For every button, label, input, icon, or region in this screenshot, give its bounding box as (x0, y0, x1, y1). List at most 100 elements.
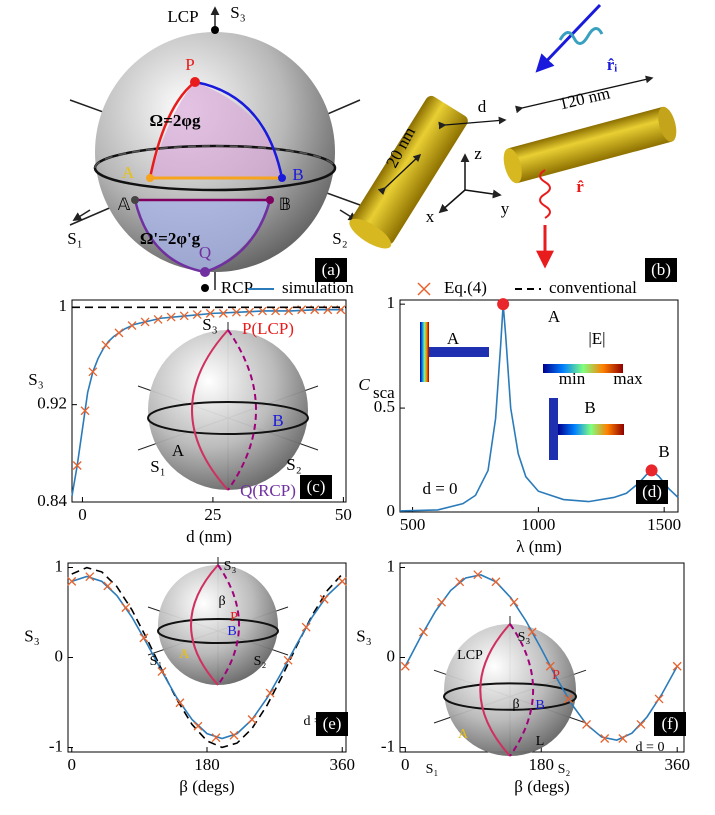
chart-annotation: B (272, 411, 283, 430)
data-marker (583, 720, 591, 728)
chart-annotation: P(LCP) (242, 319, 294, 338)
y-tick-label: -1 (381, 736, 395, 755)
sphere-annotation: 𝔸 (118, 195, 131, 214)
x-tick-label: 50 (335, 505, 352, 524)
chart-annotation: P (230, 610, 238, 625)
y-axis-label: C (358, 375, 370, 394)
figure: (a)(b)LCPS₃PΩ=2φgAB𝔸𝔹Ω'=2φ'gQS₁S₂RCP20 n… (0, 0, 715, 815)
sphere-annotation: LCP (167, 7, 198, 26)
data-marker (68, 577, 76, 585)
data-marker (248, 716, 256, 724)
sphere-annotation: Ω=2φg (150, 111, 201, 130)
data-marker (673, 662, 681, 670)
data-marker (140, 634, 148, 642)
y-tick-label: -1 (49, 736, 63, 755)
x-tick-label: 1500 (647, 515, 681, 534)
chart-annotation: β (218, 594, 225, 609)
panel-label: (b) (651, 260, 671, 279)
chart-annotation: d = 0 (422, 479, 457, 498)
legend-label: conventional (549, 278, 637, 297)
panel-label: (a) (322, 260, 341, 279)
x-axis-label: β (degs) (179, 777, 234, 796)
y-axis-label: S₃ (24, 626, 39, 645)
chart-annotation: A (179, 647, 190, 662)
sphere-annotation: B (292, 165, 303, 184)
x-tick-label: 25 (204, 505, 221, 524)
chart-annotation: B (584, 398, 595, 417)
x-tick-label: 0 (68, 755, 77, 774)
x-tick-label: 360 (664, 755, 690, 774)
chart-annotation: β (512, 697, 519, 712)
diagram-annotation: d (478, 97, 487, 116)
data-marker (302, 623, 310, 631)
sphere-annotation: S₃ (230, 3, 245, 22)
x-tick-label: 360 (329, 755, 355, 774)
diagram-annotation: y (501, 199, 510, 218)
legend-label: simulation (282, 278, 354, 297)
y-tick-label: 1 (387, 293, 396, 312)
chart-annotation: P (552, 668, 560, 683)
diagram-annotation: 120 nm (557, 83, 611, 113)
data-marker (104, 582, 112, 590)
y-axis-label: S₃ (28, 370, 43, 389)
chart-annotation: Q(RCP) (240, 481, 296, 500)
data-marker (194, 722, 202, 730)
chart-annotation: B (658, 442, 669, 461)
data-marker (655, 695, 663, 703)
x-tick-label: 1000 (521, 515, 555, 534)
sphere-annotation: 𝔹 (279, 195, 291, 214)
chart-annotation: max (613, 369, 643, 388)
x-axis-label: d (nm) (186, 527, 232, 546)
data-marker (122, 604, 130, 612)
x-axis-label: β (degs) (514, 777, 569, 796)
chart-annotation: S₂ (254, 654, 267, 669)
data-marker (401, 662, 409, 670)
y-tick-label: 0 (55, 646, 64, 665)
data-marker (115, 329, 123, 337)
y-tick-label: 0 (387, 501, 396, 520)
chart-annotation: S₂ (286, 455, 301, 474)
chart-annotation: LCP (457, 648, 483, 663)
chart-annotation: B (535, 698, 544, 713)
chart-annotation: S₃ (202, 315, 217, 334)
data-marker (284, 656, 292, 664)
chart-annotation: A (548, 307, 561, 326)
chart-annotation: A (172, 441, 185, 460)
panel-label: (e) (323, 714, 342, 733)
data-marker (102, 341, 110, 349)
chart-annotation: min (559, 369, 586, 388)
x-tick-label: 180 (528, 755, 554, 774)
chart-annotation: |E| (588, 329, 605, 348)
data-marker (438, 598, 446, 606)
diagram-annotation: x (426, 207, 435, 226)
poincare-sphere (70, 8, 360, 292)
chart-annotation: S₁ (426, 762, 439, 777)
chart-annotation: S₂ (558, 762, 571, 777)
panel-label: (f) (662, 714, 679, 733)
chart-annotation: S₁ (150, 654, 163, 669)
sphere-annotation: RCP (221, 278, 253, 297)
x-tick-label: 180 (194, 755, 220, 774)
data-marker (419, 628, 427, 636)
chart-annotation: S₃ (518, 630, 531, 645)
chart-annotation: S₃ (224, 559, 237, 574)
diagram-annotation: r̂ (576, 177, 584, 196)
x-axis-label: λ (nm) (516, 537, 562, 556)
y-axis-label-sub: sca (373, 383, 395, 402)
chart-annotation: B (227, 624, 236, 639)
chart-annotation: A (458, 727, 469, 742)
y-tick-label: 1 (59, 296, 68, 315)
data-marker (637, 720, 645, 728)
y-tick-label: 0 (387, 646, 396, 665)
legend-swatch (418, 283, 430, 295)
x-tick-label: 500 (400, 515, 426, 534)
diagram-annotation: r̂ᵢ (607, 55, 618, 74)
data-marker (646, 464, 658, 476)
y-tick-label: 1 (55, 556, 64, 575)
sphere-annotation: A (122, 163, 135, 182)
data-marker (456, 578, 464, 586)
y-tick-label: 1 (387, 556, 396, 575)
inset-sphere (148, 330, 308, 490)
panel-label: (c) (307, 477, 326, 496)
diagram-annotation: z (474, 144, 482, 163)
